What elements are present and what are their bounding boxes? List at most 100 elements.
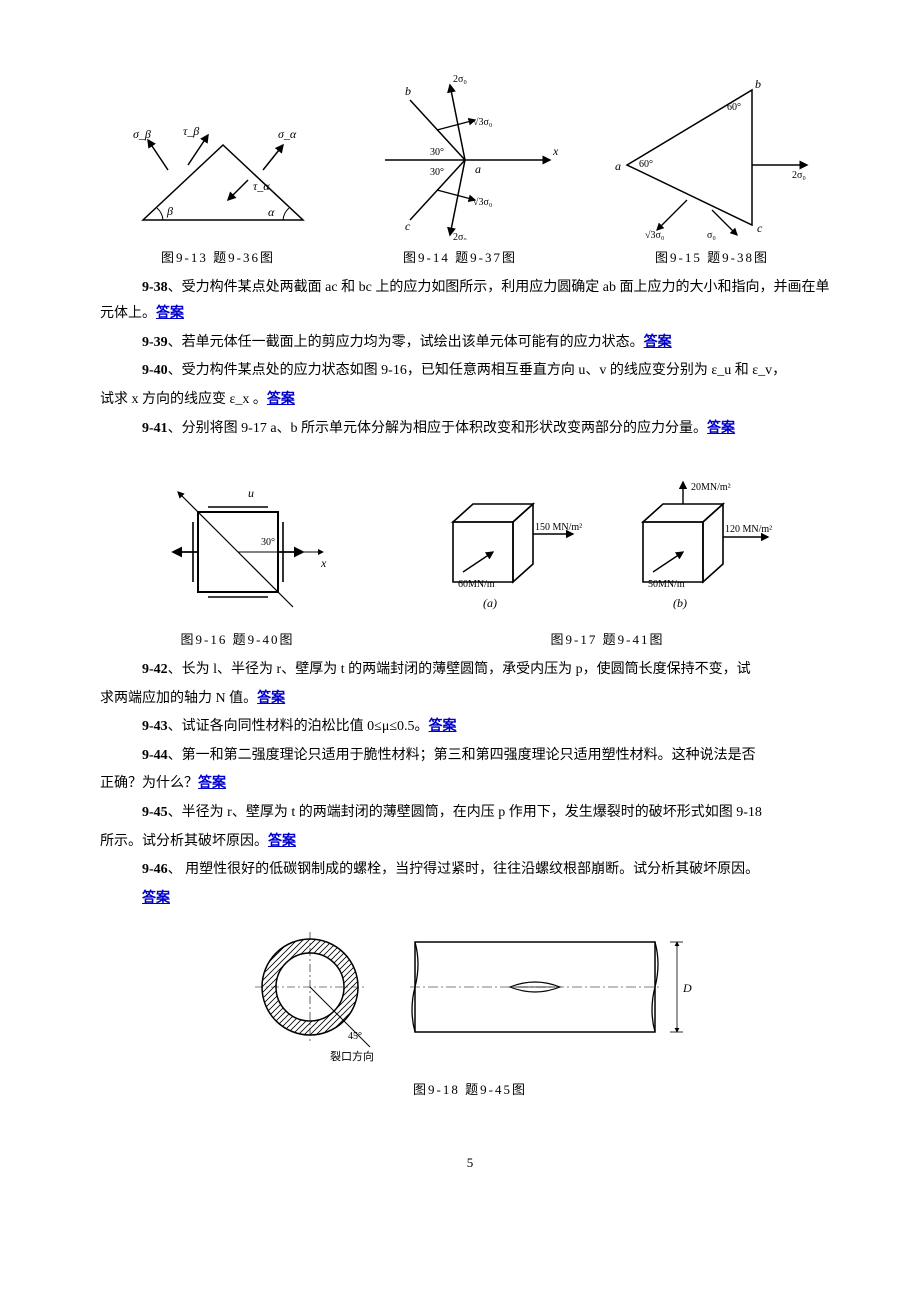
problem-9-44-cont: 正确？为什么？答案 [100,771,840,798]
label-x-16: x [320,556,327,570]
label-60-2: 60° [639,159,653,170]
answer-link-9-44[interactable]: 答案 [198,776,226,791]
label-s0-15: σ₀ [707,230,716,240]
label-D: D [682,981,692,995]
label-b-top: 20MN/m² [691,482,731,493]
caption-9-15: 图9-15 题9-38图 [655,246,769,271]
ptext-9-40a: 、受力构件某点处的应力状态如图 9-16，已知任意两相互垂直方向 u、v 的线应… [168,363,786,378]
label-b-15: b [755,77,761,91]
problem-9-40: 9-40、受力构件某点处的应力状态如图 9-16，已知任意两相互垂直方向 u、v… [100,358,840,385]
fig-9-14-svg: x a b 2σ₀ √3σ₀ 30° 30° c 2σ₀ √3σ₀ [355,70,565,240]
fig-9-18-svg: 45° 裂口方向 D [240,922,700,1072]
label-tau-beta: τ_β [183,124,199,138]
pnum-9-38: 9-38 [142,280,168,295]
caption-9-16: 图9-16 题9-40图 [181,628,295,653]
page-number: 5 [100,1151,840,1176]
figure-9-18: 45° 裂口方向 D 图 [240,922,700,1103]
problem-9-39: 9-39、若单元体任一截面上的剪应力均为零，试绘出该单元体可能有的应力状态。答案 [100,330,840,357]
problem-9-46: 9-46、 用塑性很好的低碳钢制成的螺栓，当拧得过紧时，往往沿螺纹根部崩断。试分… [100,857,840,884]
label-b: (b) [673,596,687,610]
problem-9-42: 9-42、长为 l、半径为 r、壁厚为 t 的两端封闭的薄壁圆筒，承受内压为 p… [100,657,840,684]
answer-link-9-39[interactable]: 答案 [644,335,672,350]
answer-link-9-42[interactable]: 答案 [257,691,285,706]
fig-9-13-svg: σ_β τ_β σ_α τ_α β α [113,90,323,240]
ptext-9-41: 、分别将图 9-17 a、b 所示单元体分解为相应于体积改变和形状改变两部分的应… [168,421,707,436]
problem-9-46-ans: 答案 [100,886,840,913]
label-x-14: x [552,144,559,158]
fig-9-17-svg: 150 MN/m² 60MN/m (a) 20MN/m² 120 MN/m² 5… [418,472,798,622]
ptext-9-44a: 、第一和第二强度理论只适用于脆性材料；第三和第四强度理论只适用塑性材料。这种说法… [168,748,756,763]
ptext-9-44b: 正确？为什么？ [100,776,198,791]
ptext-9-38: 、受力构件某点处两截面 ac 和 bc 上的应力如图所示，利用应力圆确定 ab … [100,280,830,322]
problem-9-42-cont: 求两端应加的轴力 N 值。答案 [100,686,840,713]
figure-row-top: σ_β τ_β σ_α τ_α β α 图9-13 题9-36图 x a b [100,70,840,271]
label-b-14: b [405,84,411,98]
label-tau-alpha: τ_α [253,179,270,193]
problem-9-41: 9-41、分别将图 9-17 a、b 所示单元体分解为相应于体积改变和形状改变两… [100,416,840,443]
label-s3s0-15: √3σ₀ [645,230,665,240]
label-2s0-bot: 2σ₀ [453,232,467,240]
caption-9-13: 图9-13 题9-36图 [161,246,275,271]
label-a: (a) [483,596,497,610]
ptext-9-46: 、 用塑性很好的低碳钢制成的螺栓，当拧得过紧时，往往沿螺纹根部崩断。试分析其破坏… [168,862,760,877]
pnum-9-46: 9-46 [142,862,168,877]
answer-link-9-43[interactable]: 答案 [429,719,457,734]
label-30-1: 30° [430,147,444,158]
label-u-16: u [248,486,254,500]
fig-9-16-svg: x u 30° [143,472,333,622]
problem-9-38: 9-38、受力构件某点处两截面 ac 和 bc 上的应力如图所示，利用应力圆确定… [100,275,840,328]
label-2s0-top: 2σ₀ [453,74,467,85]
label-a-front: 60MN/m [458,579,495,590]
label-a-14: a [475,162,481,176]
label-c-14: c [405,219,411,233]
pnum-9-44: 9-44 [142,748,168,763]
figure-row-bot: 45° 裂口方向 D 图 [100,922,840,1103]
figure-9-14: x a b 2σ₀ √3σ₀ 30° 30° c 2σ₀ √3σ₀ 图9-14 … [355,70,565,271]
ptext-9-43: 、试证各向同性材料的泊松比值 0≤μ≤0.5。 [168,719,429,734]
pnum-9-42: 9-42 [142,662,168,677]
answer-link-9-41[interactable]: 答案 [707,421,735,436]
label-crack: 裂口方向 [330,1049,374,1063]
label-s3s0-bot: √3σ₀ [473,197,493,208]
answer-link-9-46[interactable]: 答案 [142,891,170,906]
label-s3s0-top: √3σ₀ [473,117,493,128]
label-45: 45° [348,1031,362,1042]
pnum-9-40: 9-40 [142,363,168,378]
label-b-front: 50MN/m [648,579,685,590]
label-b-side: 120 MN/m² [725,524,772,535]
caption-9-14: 图9-14 题9-37图 [403,246,517,271]
problem-9-45: 9-45、半径为 r、壁厚为 t 的两端封闭的薄壁圆筒，在内压 p 作用下，发生… [100,800,840,827]
caption-9-17: 图9-17 题9-41图 [551,628,665,653]
label-c-15: c [757,221,763,235]
problem-9-45-cont: 所示。试分析其破坏原因。答案 [100,829,840,856]
pnum-9-43: 9-43 [142,719,168,734]
pnum-9-45: 9-45 [142,805,168,820]
label-beta: β [166,204,173,218]
label-a-top: 150 MN/m² [535,522,582,533]
label-sigma-alpha: σ_α [278,127,297,141]
label-2s0-15: 2σ₀ [792,170,806,181]
ptext-9-39: 、若单元体任一截面上的剪应力均为零，试绘出该单元体可能有的应力状态。 [168,335,644,350]
caption-9-18: 图9-18 题9-45图 [413,1078,527,1103]
figure-9-13: σ_β τ_β σ_α τ_α β α 图9-13 题9-36图 [113,90,323,271]
figure-row-mid: x u 30° 图9-16 题9-40图 [100,472,840,653]
problem-9-40-cont: 试求 x 方向的线应变 ε_x 。答案 [100,387,840,414]
ptext-9-42b: 求两端应加的轴力 N 值。 [100,691,257,706]
label-30-2: 30° [430,167,444,178]
figure-9-17: 150 MN/m² 60MN/m (a) 20MN/m² 120 MN/m² 5… [418,472,798,653]
ptext-9-45b: 所示。试分析其破坏原因。 [100,834,268,849]
ptext-9-42a: 、长为 l、半径为 r、壁厚为 t 的两端封闭的薄壁圆筒，承受内压为 p，使圆筒… [168,662,751,677]
figure-9-15: a b c 60° 60° 2σ₀ √3σ₀ σ₀ 图9-15 题9-38图 [597,70,827,271]
label-sigma-beta: σ_β [133,127,151,141]
fig-9-15-svg: a b c 60° 60° 2σ₀ √3σ₀ σ₀ [597,70,827,240]
label-60-1: 60° [727,102,741,113]
pnum-9-39: 9-39 [142,335,168,350]
ptext-9-40b: 试求 x 方向的线应变 ε_x 。 [100,392,267,407]
answer-link-9-40[interactable]: 答案 [267,392,295,407]
problem-9-44: 9-44、第一和第二强度理论只适用于脆性材料；第三和第四强度理论只适用塑性材料。… [100,743,840,770]
answer-link-9-45[interactable]: 答案 [268,834,296,849]
label-alpha: α [268,205,275,219]
figure-9-16: x u 30° 图9-16 题9-40图 [143,472,333,653]
answer-link-9-38[interactable]: 答案 [156,306,184,321]
label-a-15: a [615,159,621,173]
